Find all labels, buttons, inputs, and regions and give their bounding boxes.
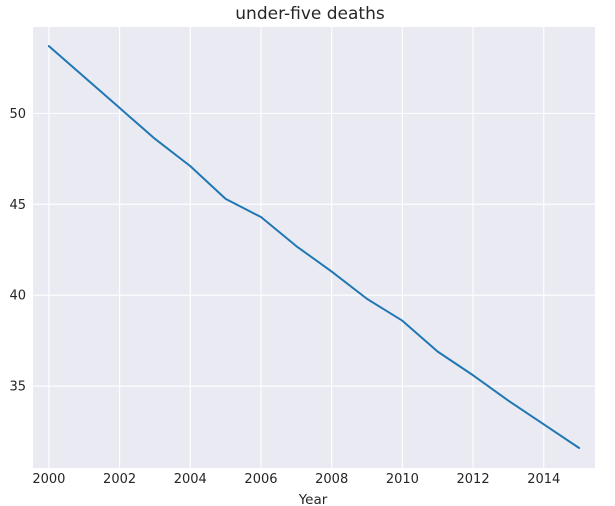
data-point	[295, 245, 297, 247]
data-point	[401, 320, 403, 322]
data-point	[366, 298, 368, 300]
data-point	[118, 107, 121, 109]
data-point	[578, 447, 580, 449]
data-point	[154, 138, 156, 140]
data-point	[48, 45, 50, 47]
x-tick-label: 2012	[457, 472, 490, 487]
x-tick-label: 2008	[315, 472, 348, 487]
data-point	[189, 165, 191, 167]
chart-title: under-five deaths	[235, 4, 385, 24]
x-axis-label: Year	[298, 492, 328, 506]
y-tick-label: 50	[9, 107, 26, 122]
x-tick-label: 2004	[174, 472, 207, 487]
y-tick-label: 40	[9, 289, 26, 304]
data-point	[260, 216, 262, 218]
data-point	[437, 351, 439, 353]
x-tick-label: 2002	[103, 472, 136, 487]
y-tick-label: 35	[9, 380, 26, 395]
series-lines	[47, 45, 581, 449]
data-point	[543, 423, 545, 425]
data-point	[83, 76, 85, 78]
x-tick-label: 2006	[244, 472, 277, 487]
data-point	[507, 400, 510, 402]
x-tick-label: 2000	[32, 472, 65, 487]
y-tick-labels: 35 40 45 50	[9, 107, 26, 395]
x-tick-labels: 2000 2002 2004 2006 2008 2010 2012 2014	[32, 472, 560, 487]
x-tick-label: 2014	[527, 472, 560, 487]
x-tick-label: 2010	[386, 472, 419, 487]
grid-lines	[33, 27, 595, 468]
data-point	[331, 270, 333, 273]
data-point	[225, 198, 227, 200]
data-point	[472, 374, 474, 376]
y-tick-label: 45	[9, 198, 26, 213]
series-line	[47, 45, 581, 449]
